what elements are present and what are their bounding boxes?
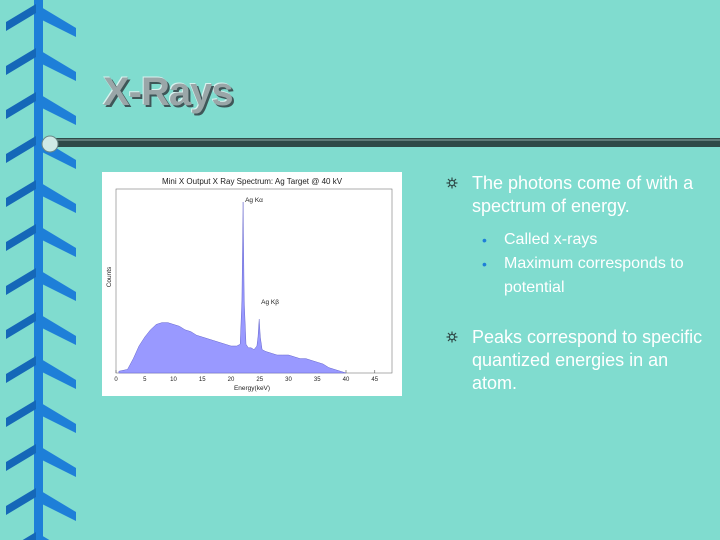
x-tick-label: 20 <box>228 377 235 383</box>
binding-loop-back <box>6 488 36 515</box>
binding-loop-back <box>6 444 36 471</box>
binding-loop <box>36 180 76 213</box>
y-axis-label: Counts <box>106 266 113 287</box>
chart-title: Mini X Output X Ray Spectrum: Ag Target … <box>162 177 343 186</box>
x-tick-label: 30 <box>285 377 292 383</box>
sub-bullet-2: • Maximum corresponds to potential <box>444 252 714 300</box>
x-tick-label: 0 <box>114 377 118 383</box>
slide-title: X-Rays <box>103 70 234 114</box>
x-tick-label: 40 <box>343 377 350 383</box>
sub-bullet-1: • Called x-rays <box>444 228 714 252</box>
binding-loop <box>36 356 76 389</box>
spiral-binding <box>6 0 76 540</box>
binding-loop-back <box>6 136 36 163</box>
binding-loop <box>36 92 76 125</box>
x-tick-label: 15 <box>199 377 206 383</box>
x-tick-label: 25 <box>256 377 263 383</box>
binding-loop-back <box>6 48 36 75</box>
dot-icon: • <box>482 256 487 272</box>
binding-loop-back <box>6 356 36 383</box>
x-tick-label: 10 <box>170 377 177 383</box>
sub-bullet-1-text: Called x-rays <box>504 231 598 248</box>
bullet-2: Peaks correspond to specific quantized e… <box>444 326 714 395</box>
x-axis-label: Energy(keV) <box>234 385 270 392</box>
spectrum-chart: Mini X Output X Ray Spectrum: Ag Target … <box>102 172 402 396</box>
slide-content: The photons come of with a spectrum of e… <box>444 172 714 405</box>
binding-loop <box>36 444 76 477</box>
title-rule-line <box>48 138 720 147</box>
binding-loop <box>36 48 76 81</box>
binding-loop-back <box>22 532 36 540</box>
binding-loop <box>36 224 76 257</box>
bullet-1: The photons come of with a spectrum of e… <box>444 172 714 218</box>
x-tick-label: 5 <box>143 377 147 383</box>
peak-label: Ag Kα <box>245 197 263 204</box>
x-tick-label: 35 <box>314 377 321 383</box>
asterisk-icon <box>446 177 458 189</box>
binding-loop-back <box>6 224 36 251</box>
sub-bullet-2-text: Maximum corresponds to potential <box>504 255 684 296</box>
bullet-1-text: The photons come of with a spectrum of e… <box>472 173 694 216</box>
binding-loop <box>36 268 76 301</box>
binding-loop-back <box>6 268 36 295</box>
dot-icon: • <box>482 232 487 248</box>
spectrum-area <box>118 201 347 374</box>
binding-loop <box>36 400 76 433</box>
binding-loop-back <box>6 92 36 119</box>
sub-bullets: • Called x-rays • Maximum corresponds to… <box>444 228 714 300</box>
x-tick-label: 45 <box>371 377 378 383</box>
binding-loop <box>36 532 50 540</box>
peak-label: Ag Kβ <box>261 299 279 306</box>
title-rule-highlight <box>48 139 720 141</box>
binding-loop <box>36 312 76 345</box>
binding-loop-back <box>6 180 36 207</box>
asterisk-icon <box>446 331 458 343</box>
bullet-2-text: Peaks correspond to specific quantized e… <box>472 327 703 393</box>
binding-loop-back <box>6 400 36 427</box>
binding-loop <box>36 488 76 521</box>
binding-loop <box>36 4 76 37</box>
binding-loop-back <box>6 4 36 31</box>
binding-loop-back <box>6 312 36 339</box>
